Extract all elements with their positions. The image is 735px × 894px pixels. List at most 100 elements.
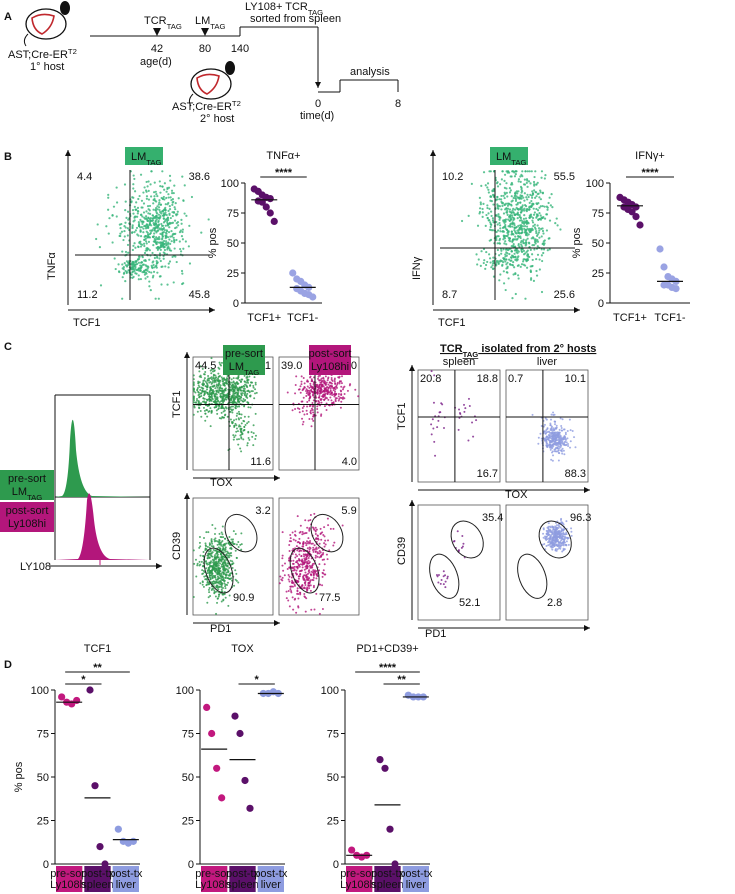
event-dot [325, 386, 328, 389]
event-dot [539, 214, 542, 217]
event-dot [246, 386, 249, 389]
event-dot [235, 543, 238, 546]
event-dot [209, 578, 212, 581]
event-dot [305, 564, 308, 567]
event-dot [324, 392, 327, 395]
event-dot [302, 396, 305, 399]
event-dot [478, 196, 481, 199]
event-dot [162, 254, 165, 258]
event-dot [159, 244, 163, 247]
event-dot [522, 217, 526, 220]
event-dot [168, 238, 171, 241]
event-dot [506, 207, 510, 210]
x-tick-label: pre-sort [340, 868, 378, 880]
event-dot [243, 420, 246, 423]
event-dot [167, 266, 170, 269]
gate-ellipse [289, 547, 320, 594]
event-cloud [435, 530, 466, 589]
event-dot [316, 408, 319, 411]
gate-ellipse [450, 520, 484, 559]
event-dot [152, 274, 155, 277]
event-dot [497, 229, 500, 232]
event-dot [148, 204, 152, 208]
event-dot [203, 575, 206, 578]
event-dot [196, 564, 199, 567]
event-dot [556, 447, 559, 450]
event-dot [513, 266, 516, 269]
axis-label: time(d) [300, 110, 334, 122]
event-dot [311, 393, 314, 396]
event-dot [300, 380, 303, 383]
event-dot [545, 544, 548, 547]
event-dot [542, 251, 545, 255]
event-dot [213, 554, 216, 557]
event-dot [491, 264, 494, 267]
event-dot [213, 540, 216, 543]
event-dot [500, 194, 503, 198]
event-dot [154, 220, 157, 223]
event-dot [300, 400, 303, 403]
event-dot [222, 400, 225, 403]
event-dot [164, 203, 167, 206]
event-dot [523, 183, 527, 186]
event-dot [127, 251, 130, 254]
event-dot [167, 196, 170, 199]
y-axis-label: IFNγ [411, 256, 423, 280]
event-dot [322, 552, 325, 555]
event-dot [460, 546, 463, 549]
y-axis-label: % pos [207, 227, 219, 258]
event-dot [238, 400, 241, 403]
event-dot [327, 539, 330, 542]
event-dot [295, 611, 298, 614]
event-dot [149, 289, 152, 292]
event-dot [324, 383, 327, 386]
event-dot [306, 547, 309, 550]
event-dot [514, 213, 517, 216]
event-dot [524, 231, 527, 234]
event-dot [192, 549, 195, 552]
event-dot [514, 199, 518, 202]
event-dot [325, 409, 328, 412]
event-dot [213, 379, 216, 382]
event-dot [219, 577, 222, 580]
event-dot [500, 208, 503, 211]
sample-label-box [0, 502, 54, 532]
event-dot [229, 418, 232, 421]
event-dot [117, 263, 120, 266]
event-dot [145, 197, 148, 200]
event-label-sub: TAG [167, 22, 182, 31]
event-dot [167, 223, 170, 226]
event-dot [491, 267, 495, 271]
event-dot [251, 435, 254, 438]
event-dot [115, 186, 118, 189]
event-dot [570, 534, 573, 537]
event-dot [238, 412, 241, 415]
event-dot [334, 400, 337, 403]
event-dot [290, 589, 293, 592]
event-dot [196, 410, 199, 413]
event-dot [552, 454, 555, 457]
event-dot [148, 258, 151, 261]
event-dot [208, 381, 211, 384]
event-dot [213, 555, 216, 558]
event-dot [310, 425, 313, 428]
event-dot [162, 257, 165, 260]
panel-label: A [4, 11, 12, 23]
event-dot [521, 221, 524, 224]
event-dot [124, 226, 127, 229]
event-dot [214, 527, 217, 530]
event-dot [288, 540, 291, 543]
event-dot [528, 242, 531, 245]
event-dot [238, 379, 241, 382]
quadrant-value: 10.1 [565, 373, 586, 385]
event-dot [340, 393, 343, 396]
event-dot [532, 180, 536, 184]
event-dot [207, 377, 210, 380]
event-dot [254, 437, 257, 440]
event-dot [306, 413, 309, 416]
event-dot [563, 444, 566, 447]
event-dot [537, 436, 540, 439]
event-dot [301, 562, 304, 565]
event-dot [564, 440, 567, 443]
event-dot [134, 261, 137, 264]
